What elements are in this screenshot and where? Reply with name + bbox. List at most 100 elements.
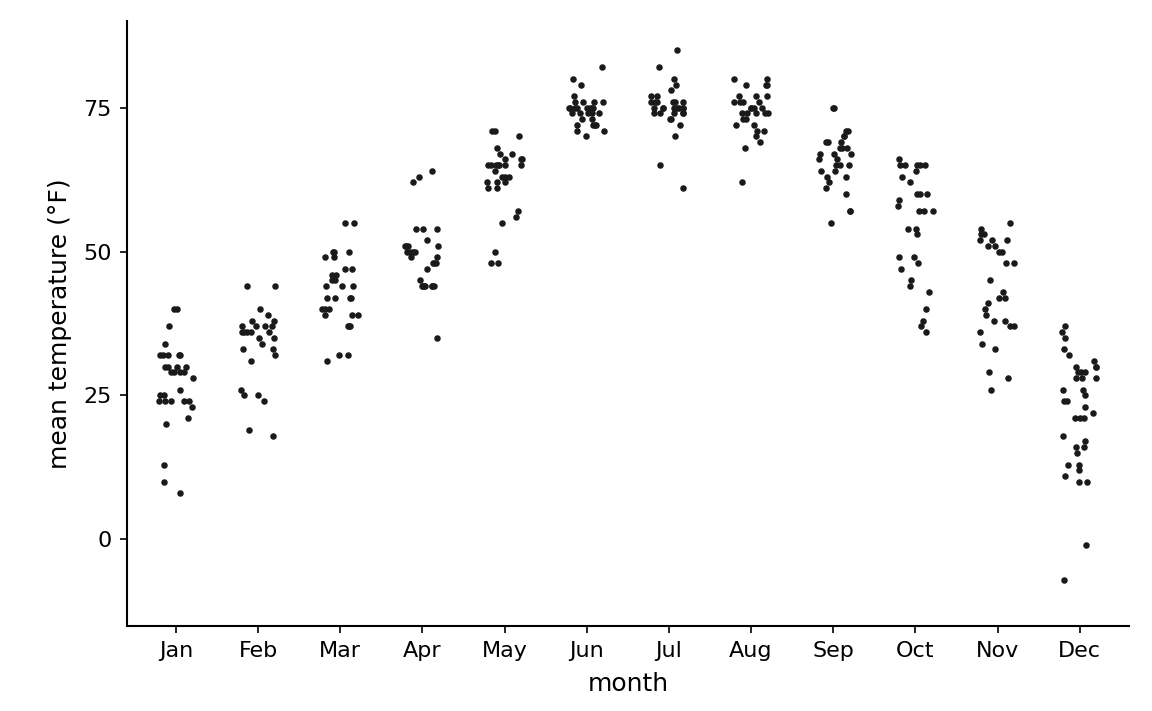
Point bbox=[415, 280, 433, 292]
Point bbox=[581, 102, 599, 113]
Point bbox=[669, 102, 688, 113]
Point bbox=[1074, 384, 1092, 395]
Point bbox=[819, 137, 838, 148]
Y-axis label: mean temperature (°F): mean temperature (°F) bbox=[48, 178, 71, 469]
Point bbox=[150, 395, 168, 407]
Point bbox=[735, 142, 753, 154]
Point bbox=[344, 280, 363, 292]
Point bbox=[750, 96, 768, 107]
Point bbox=[748, 125, 766, 137]
Point bbox=[665, 108, 683, 119]
Point bbox=[325, 252, 343, 263]
Point bbox=[316, 304, 334, 315]
Point bbox=[811, 148, 829, 159]
Point bbox=[733, 177, 751, 188]
Point bbox=[1068, 447, 1086, 459]
Point bbox=[486, 125, 505, 137]
Point bbox=[342, 292, 361, 304]
Point bbox=[971, 223, 990, 234]
Point bbox=[429, 240, 447, 252]
Point bbox=[1059, 395, 1077, 407]
Point bbox=[651, 108, 669, 119]
Point bbox=[568, 102, 586, 113]
Point bbox=[495, 177, 514, 188]
Point bbox=[479, 159, 498, 171]
Point bbox=[1077, 540, 1096, 551]
Point bbox=[403, 246, 422, 257]
Point bbox=[418, 263, 437, 274]
X-axis label: month: month bbox=[588, 672, 668, 696]
Point bbox=[1076, 401, 1094, 412]
Point bbox=[889, 252, 908, 263]
Point bbox=[165, 304, 183, 315]
Point bbox=[424, 280, 442, 292]
Point bbox=[317, 356, 335, 367]
Point bbox=[647, 96, 666, 107]
Point bbox=[242, 326, 260, 338]
Point bbox=[909, 205, 927, 217]
Point bbox=[259, 309, 278, 321]
Point bbox=[673, 183, 691, 194]
Point bbox=[234, 343, 252, 355]
Point bbox=[342, 309, 361, 321]
Point bbox=[831, 159, 849, 171]
Point bbox=[426, 257, 445, 269]
Point bbox=[562, 108, 581, 119]
Point bbox=[160, 321, 179, 332]
Point bbox=[975, 229, 993, 240]
Point bbox=[162, 367, 181, 378]
Point bbox=[424, 257, 442, 269]
Point bbox=[401, 246, 419, 257]
Point bbox=[914, 315, 932, 326]
Point bbox=[737, 79, 756, 90]
Point bbox=[478, 177, 497, 188]
Point bbox=[647, 90, 666, 102]
Point bbox=[346, 217, 364, 228]
Point bbox=[265, 315, 283, 326]
Point bbox=[324, 274, 342, 286]
Point bbox=[1055, 343, 1074, 355]
Point bbox=[758, 79, 776, 90]
Point bbox=[842, 148, 861, 159]
Point bbox=[820, 177, 839, 188]
Point bbox=[917, 326, 935, 338]
Point bbox=[410, 171, 429, 183]
Point bbox=[479, 183, 498, 194]
Point bbox=[841, 205, 859, 217]
Point bbox=[564, 90, 583, 102]
Point bbox=[424, 257, 442, 269]
Point bbox=[574, 96, 592, 107]
Point bbox=[841, 205, 859, 217]
Point bbox=[1054, 430, 1073, 442]
Point bbox=[154, 476, 173, 488]
Point bbox=[991, 246, 1009, 257]
Point bbox=[973, 338, 992, 349]
Point bbox=[170, 384, 189, 395]
Point bbox=[327, 269, 346, 280]
Point bbox=[170, 488, 189, 499]
Point bbox=[818, 171, 836, 183]
Point bbox=[979, 298, 998, 309]
Point bbox=[901, 177, 919, 188]
Point bbox=[661, 114, 680, 125]
Point bbox=[920, 286, 939, 297]
Point bbox=[833, 142, 851, 154]
Point bbox=[414, 223, 432, 234]
Point bbox=[665, 73, 683, 85]
Point bbox=[486, 159, 505, 171]
Point bbox=[151, 390, 169, 401]
Point bbox=[487, 183, 506, 194]
Point bbox=[151, 350, 169, 361]
Point bbox=[399, 240, 417, 252]
Point bbox=[1083, 407, 1101, 418]
Point bbox=[748, 131, 766, 142]
Point bbox=[499, 171, 517, 183]
Point bbox=[320, 304, 339, 315]
Point bbox=[260, 326, 279, 338]
Point bbox=[324, 246, 342, 257]
Point bbox=[423, 165, 441, 176]
Point bbox=[404, 177, 423, 188]
Point bbox=[645, 102, 664, 113]
Point bbox=[752, 102, 771, 113]
Point bbox=[645, 108, 664, 119]
